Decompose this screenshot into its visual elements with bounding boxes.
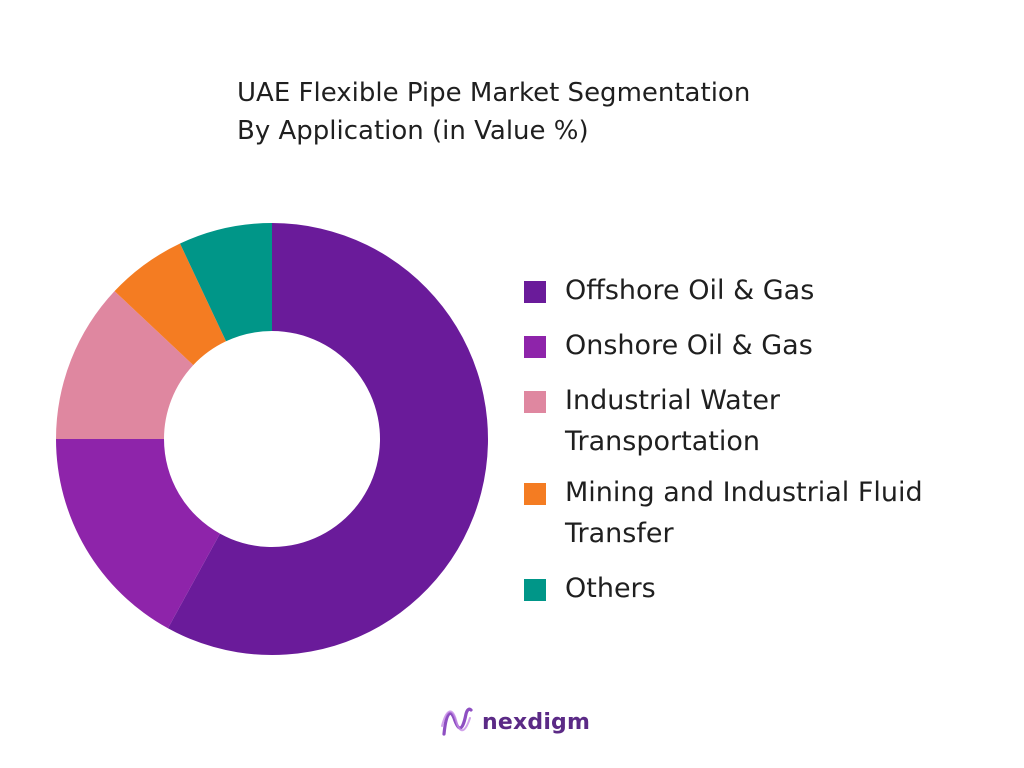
brand: nexdigm — [440, 704, 590, 740]
legend-label-others: Others — [565, 573, 656, 604]
legend-swatch-onshore — [524, 336, 546, 358]
legend-label-mining: Mining and Industrial Fluid Transfer — [565, 477, 923, 549]
legend-label-onshore: Onshore Oil & Gas — [565, 330, 813, 361]
legend-label-offshore: Offshore Oil & Gas — [565, 275, 815, 306]
chart-title: UAE Flexible Pipe Market Segmentation By… — [237, 74, 857, 150]
donut-slice-mining — [114, 243, 227, 366]
brand-name: nexdigm — [482, 709, 591, 735]
legend-item-mining: Mining and Industrial Fluid Transfer — [524, 472, 1004, 554]
donut-slice-water — [56, 291, 194, 439]
chart-subtitle: By Application (in Value %) — [237, 116, 589, 146]
legend-item-offshore: Offshore Oil & Gas — [524, 270, 1004, 311]
chart-title-line1: UAE Flexible Pipe Market Segmentation — [237, 78, 751, 108]
legend-item-water: Industrial Water Transportation — [524, 380, 1004, 462]
legend-item-others: Others — [524, 568, 1004, 609]
donut-slice-onshore — [56, 439, 220, 629]
legend-swatch-offshore — [524, 281, 546, 303]
legend-swatch-water — [524, 391, 546, 413]
legend-item-onshore: Onshore Oil & Gas — [524, 325, 1004, 366]
legend-swatch-mining — [524, 483, 546, 505]
legend-swatch-others — [524, 579, 546, 601]
donut-slice-offshore — [167, 223, 488, 655]
donut-slice-others — [180, 223, 272, 342]
legend-label-water: Industrial Water Transportation — [565, 385, 781, 457]
nexdigm-logo-icon — [441, 707, 473, 736]
